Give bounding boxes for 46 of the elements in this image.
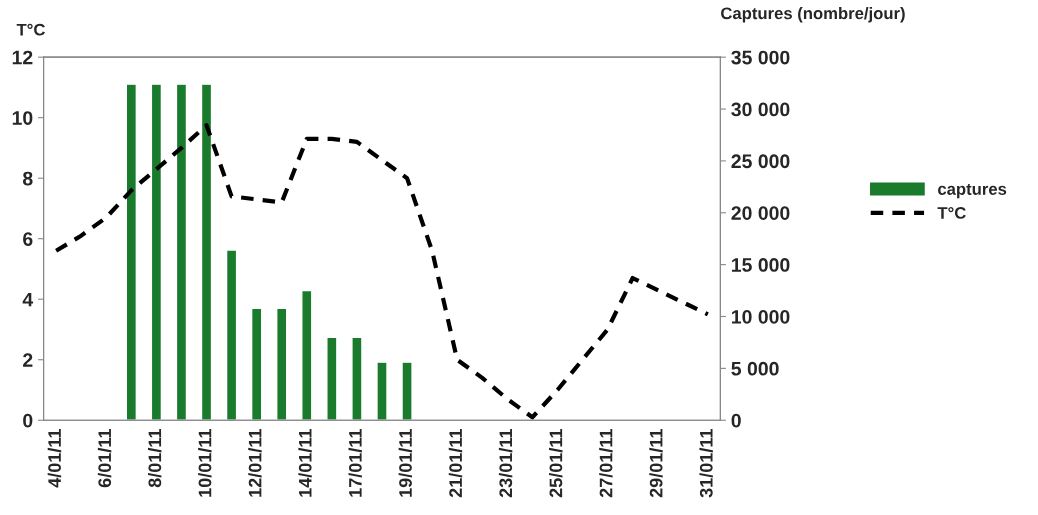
y2-tick-label: 30 000 bbox=[731, 102, 790, 117]
y2-tick-label: 35 000 bbox=[731, 50, 790, 65]
y-tick-label: 2 bbox=[23, 353, 33, 367]
y2-axis-title: Captures (nombre/jour) bbox=[721, 6, 905, 23]
y-tick-label: 0 bbox=[23, 413, 33, 428]
x-tick-label: 29/01/11 bbox=[649, 429, 663, 498]
x-tick-label: 31/01/11 bbox=[699, 429, 713, 498]
y-tick-label: 6 bbox=[23, 232, 33, 246]
bar bbox=[150, 83, 163, 421]
bar bbox=[225, 249, 238, 421]
x-tick-label: 10/01/11 bbox=[198, 429, 212, 497]
y-axis-title: T°C bbox=[16, 23, 45, 36]
bar bbox=[376, 361, 388, 421]
x-tick-label: 17/01/11 bbox=[348, 429, 362, 497]
bar bbox=[326, 336, 338, 421]
bar bbox=[276, 307, 288, 421]
x-tick-label: 12/01/11 bbox=[248, 429, 262, 497]
y-tick-label: 10 bbox=[12, 111, 33, 125]
y2-tick-label: 25 000 bbox=[731, 154, 790, 169]
legend-label: T°C bbox=[937, 207, 966, 219]
x-tick-label: 8/01/11 bbox=[147, 429, 162, 488]
y-tick-label: 4 bbox=[22, 292, 34, 307]
bar bbox=[301, 289, 313, 421]
y2-tick-label: 5 000 bbox=[731, 361, 779, 376]
y-tick-label: 12 bbox=[12, 50, 33, 65]
x-tick-label: 21/01/11 bbox=[448, 429, 463, 498]
x-tick-label: 4/01/11 bbox=[47, 429, 62, 488]
y2-tick-label: 20 000 bbox=[731, 206, 790, 221]
x-tick-label: 27/01/11 bbox=[599, 429, 613, 498]
legend-label: captures bbox=[938, 183, 1007, 199]
y-tick-label: 8 bbox=[22, 171, 33, 186]
x-tick-label: 25/01/11 bbox=[549, 429, 563, 498]
bar bbox=[200, 83, 213, 421]
y2-tick-label: 10 000 bbox=[732, 309, 790, 324]
bar bbox=[351, 336, 363, 421]
bar bbox=[250, 307, 263, 421]
line-series bbox=[54, 123, 710, 420]
bar bbox=[401, 361, 413, 421]
x-tick-label: 6/01/11 bbox=[97, 429, 112, 488]
bar bbox=[125, 83, 138, 421]
x-tick-label: 23/01/11 bbox=[498, 429, 513, 498]
bar bbox=[175, 83, 188, 421]
y2-tick-label: 0 bbox=[731, 413, 741, 428]
x-tick-label: 14/01/11 bbox=[298, 429, 312, 497]
x-tick-label: 19/01/11 bbox=[398, 429, 413, 497]
y2-tick-label: 15 000 bbox=[732, 258, 790, 272]
